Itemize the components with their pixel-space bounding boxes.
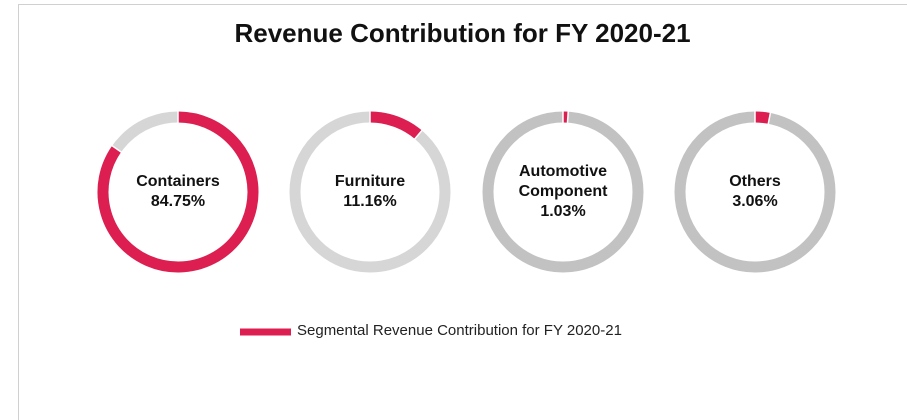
category-label: Automotive Component [518,163,608,200]
chart-title: Revenue Contribution for FY 2020-21 [234,18,691,48]
segment-gap [413,128,424,141]
legend-label: Segmental Revenue Contribution for FY 20… [297,322,622,339]
value-label: 1.03% [540,203,586,220]
value-label: 11.16% [343,193,397,210]
donut-segment [369,111,422,140]
segment-gap [767,111,772,126]
value-label: 84.75% [150,193,206,210]
category-label: Others [729,173,781,190]
value-label: 3.06% [732,193,778,210]
donut-segment [754,111,771,124]
segment-gap [110,144,123,154]
donut-segment [97,111,259,273]
chart-frame [18,4,907,420]
segment-gap [566,110,570,125]
category-label: Furniture [334,173,406,190]
category-label: Containers [136,173,220,190]
